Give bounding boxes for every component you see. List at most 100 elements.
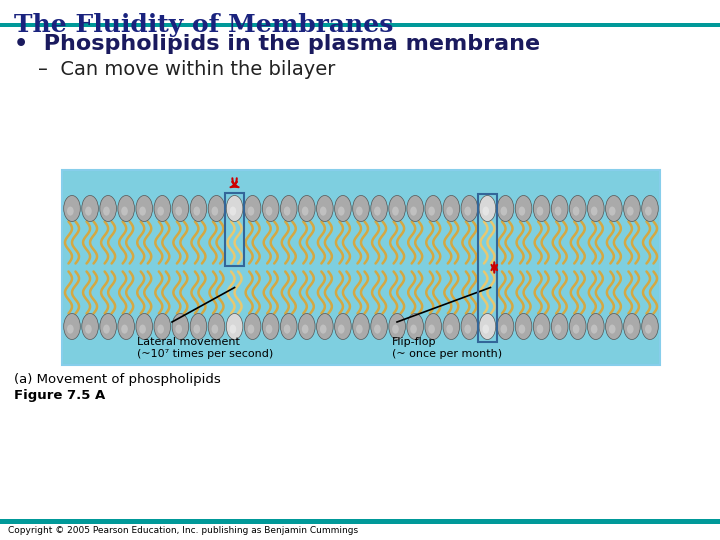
Ellipse shape [63, 195, 81, 221]
Ellipse shape [609, 325, 616, 334]
Ellipse shape [446, 325, 453, 334]
Ellipse shape [103, 206, 109, 215]
Ellipse shape [190, 314, 207, 340]
Ellipse shape [248, 206, 254, 215]
Text: –  Can move within the bilayer: – Can move within the bilayer [38, 60, 336, 79]
Ellipse shape [410, 206, 417, 215]
Ellipse shape [248, 325, 254, 334]
Ellipse shape [136, 314, 153, 340]
Text: (a) Movement of phospholipids: (a) Movement of phospholipids [14, 373, 221, 386]
Ellipse shape [645, 325, 652, 334]
Ellipse shape [588, 195, 604, 221]
Ellipse shape [371, 314, 387, 340]
Ellipse shape [335, 314, 351, 340]
Ellipse shape [479, 314, 496, 340]
Ellipse shape [461, 314, 477, 340]
Ellipse shape [624, 314, 640, 340]
Text: Flip-flop: Flip-flop [392, 337, 436, 347]
Ellipse shape [299, 314, 315, 340]
Ellipse shape [392, 206, 399, 215]
Ellipse shape [407, 195, 423, 221]
Ellipse shape [230, 325, 236, 334]
Ellipse shape [591, 325, 598, 334]
Ellipse shape [284, 325, 290, 334]
Ellipse shape [570, 314, 586, 340]
Ellipse shape [194, 325, 200, 334]
Ellipse shape [407, 314, 423, 340]
Ellipse shape [212, 206, 218, 215]
Ellipse shape [609, 206, 616, 215]
Ellipse shape [353, 195, 369, 221]
Bar [225, 192, 244, 266]
Ellipse shape [627, 206, 634, 215]
Ellipse shape [554, 206, 562, 215]
Ellipse shape [335, 195, 351, 221]
Ellipse shape [226, 195, 243, 221]
Ellipse shape [356, 206, 363, 215]
Ellipse shape [482, 325, 489, 334]
Ellipse shape [536, 206, 544, 215]
Ellipse shape [158, 206, 164, 215]
Ellipse shape [302, 325, 308, 334]
Ellipse shape [518, 206, 525, 215]
Ellipse shape [139, 206, 146, 215]
Ellipse shape [176, 206, 182, 215]
Ellipse shape [461, 195, 477, 221]
Ellipse shape [498, 314, 514, 340]
Ellipse shape [464, 325, 471, 334]
Ellipse shape [573, 206, 580, 215]
Ellipse shape [121, 206, 128, 215]
Ellipse shape [63, 314, 81, 340]
Ellipse shape [154, 314, 171, 340]
Ellipse shape [536, 325, 544, 334]
Ellipse shape [642, 314, 658, 340]
Ellipse shape [118, 195, 135, 221]
Ellipse shape [356, 325, 363, 334]
Ellipse shape [121, 325, 128, 334]
Ellipse shape [172, 314, 189, 340]
Ellipse shape [284, 206, 290, 215]
Ellipse shape [642, 195, 658, 221]
Text: Copyright © 2005 Pearson Education, Inc. publishing as Benjamin Cummings: Copyright © 2005 Pearson Education, Inc.… [8, 526, 358, 535]
Ellipse shape [190, 195, 207, 221]
Ellipse shape [410, 325, 417, 334]
Ellipse shape [281, 314, 297, 340]
Ellipse shape [208, 314, 225, 340]
Ellipse shape [624, 195, 640, 221]
Ellipse shape [374, 325, 381, 334]
Ellipse shape [428, 325, 435, 334]
Ellipse shape [518, 325, 525, 334]
Ellipse shape [103, 325, 109, 334]
Ellipse shape [498, 195, 514, 221]
Bar [478, 193, 497, 341]
Ellipse shape [85, 206, 91, 215]
Ellipse shape [443, 314, 459, 340]
Ellipse shape [606, 195, 622, 221]
Ellipse shape [244, 195, 261, 221]
Ellipse shape [500, 206, 507, 215]
Ellipse shape [627, 325, 634, 334]
Ellipse shape [500, 325, 507, 334]
Ellipse shape [226, 314, 243, 340]
Ellipse shape [262, 314, 279, 340]
Ellipse shape [212, 325, 218, 334]
Ellipse shape [374, 206, 381, 215]
Text: (~10⁷ times per second): (~10⁷ times per second) [137, 349, 274, 359]
Ellipse shape [320, 206, 327, 215]
Ellipse shape [389, 195, 405, 221]
Ellipse shape [353, 314, 369, 340]
Ellipse shape [67, 325, 73, 334]
Ellipse shape [573, 325, 580, 334]
Ellipse shape [591, 206, 598, 215]
Text: Lateral movement: Lateral movement [137, 337, 240, 347]
Ellipse shape [534, 314, 550, 340]
Ellipse shape [552, 314, 568, 340]
Ellipse shape [317, 314, 333, 340]
Ellipse shape [606, 314, 622, 340]
Ellipse shape [516, 314, 532, 340]
Ellipse shape [266, 325, 272, 334]
Ellipse shape [645, 206, 652, 215]
Ellipse shape [338, 325, 345, 334]
Ellipse shape [230, 206, 236, 215]
Ellipse shape [266, 206, 272, 215]
